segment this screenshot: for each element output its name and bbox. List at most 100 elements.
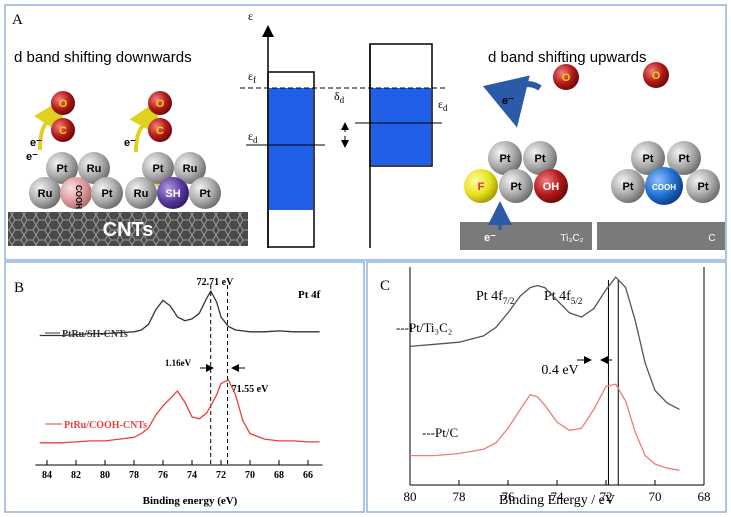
atom xyxy=(488,141,522,175)
legend-label: ---Pt/C xyxy=(422,425,458,440)
x-tick-label: 84 xyxy=(42,470,52,481)
panel-c: C Binding Energy / eV Pt 4f7/2 Pt 4f5/2 … xyxy=(380,267,711,508)
electron-label: e⁻ xyxy=(484,232,496,244)
ti3c2-substrate xyxy=(460,222,592,250)
energy-label: εd xyxy=(438,97,448,113)
energy-label-sub: d xyxy=(340,95,345,105)
substrate-label: CNTs xyxy=(103,219,154,241)
atom-label: SH xyxy=(165,188,180,200)
atom xyxy=(46,152,78,184)
atom-label: Pt xyxy=(153,163,164,175)
energy-label: εd xyxy=(248,129,258,145)
atom-label: O xyxy=(59,98,68,110)
band-fill xyxy=(371,88,431,165)
atom-label: Ru xyxy=(38,188,53,200)
x-tick-label: 80 xyxy=(404,489,417,504)
x-tick-label: 68 xyxy=(698,489,711,504)
energy-label-sub: d xyxy=(253,135,258,145)
atom-label: O xyxy=(652,70,661,82)
atom xyxy=(464,169,498,203)
atom-label: Ru xyxy=(134,188,149,200)
energy-label: ε xyxy=(248,9,253,23)
legend-label: PtRu/COOH-CNTs xyxy=(64,420,147,431)
peak-label-sub: 7/2 xyxy=(503,296,515,306)
energy-label-base: ε xyxy=(248,129,253,143)
atom xyxy=(78,152,110,184)
electron-label: e⁻ xyxy=(30,137,42,149)
panel-label: A xyxy=(12,12,23,28)
x-tick-label: 80 xyxy=(100,470,110,481)
energy-label-base: ε xyxy=(248,69,253,83)
atom xyxy=(631,141,665,175)
right-title: d band shifting upwards xyxy=(488,49,646,66)
atom xyxy=(534,169,568,203)
panel-label: C xyxy=(380,278,390,294)
x-tick-label: 72 xyxy=(600,489,613,504)
x-axis-label: Binding energy (eV) xyxy=(143,495,238,507)
annotation: 0.4 eV xyxy=(541,363,578,378)
cnt-substrate xyxy=(8,212,248,246)
annotation: 1.16eV xyxy=(165,358,192,368)
atom-label: Pt xyxy=(643,153,654,165)
band-outline xyxy=(267,71,315,248)
energy-label-base: ε xyxy=(438,97,443,111)
atom xyxy=(189,177,221,209)
electron-arrow xyxy=(482,75,542,128)
energy-label-sub: f xyxy=(253,75,256,85)
atom xyxy=(611,169,645,203)
atom-label: Pt xyxy=(200,188,211,200)
panel-b: B Pt 4f Binding energy (eV) 72.71 eV 1.1… xyxy=(14,277,323,507)
x-tick-label: 82 xyxy=(71,470,81,481)
atom-label: OH xyxy=(543,181,560,193)
left-title: d band shifting downwards xyxy=(14,49,192,66)
atom-label: Pt xyxy=(698,181,709,193)
x-tick-label: 66 xyxy=(303,470,313,481)
series-line xyxy=(39,289,320,337)
x-tick-label: 68 xyxy=(274,470,284,481)
x-tick-label: 76 xyxy=(158,470,168,481)
electron-label: e⁻ xyxy=(502,95,514,107)
chart-title: Pt 4f xyxy=(298,289,321,301)
atom xyxy=(645,167,683,205)
atom xyxy=(157,177,189,209)
atom xyxy=(29,177,61,209)
atom xyxy=(667,141,701,175)
x-tick-label: 76 xyxy=(502,489,516,504)
panel-c-frame xyxy=(366,261,727,513)
atom xyxy=(643,62,669,88)
atom xyxy=(51,91,75,115)
atom xyxy=(125,177,157,209)
energy-label-sub: d xyxy=(443,103,448,113)
atom-label: COOH xyxy=(652,183,676,192)
peak-label-base: Pt 4f xyxy=(544,289,571,304)
atom-label: Pt xyxy=(535,153,546,165)
atom-label: Pt xyxy=(57,163,68,175)
atom-label: F xyxy=(478,181,485,193)
atom-label: C xyxy=(156,125,164,137)
atom xyxy=(174,152,206,184)
annotation: 71.55 eV xyxy=(232,384,269,395)
atom-label: O xyxy=(156,98,165,110)
atom-label: Pt xyxy=(500,153,511,165)
atom xyxy=(91,177,123,209)
atom xyxy=(51,118,75,142)
atom xyxy=(553,64,579,90)
atom xyxy=(148,118,172,142)
atom xyxy=(523,141,557,175)
electron-label: e⁻ xyxy=(26,151,38,163)
energy-label: εf xyxy=(248,69,256,85)
substrate-label: Ti₃C₂ xyxy=(560,233,583,244)
x-tick-label: 70 xyxy=(649,489,662,504)
legend-label: ---Pt/Ti₃C₂ xyxy=(396,320,452,335)
peak-label: Pt 4f7/2 xyxy=(476,289,514,306)
x-tick-label: 70 xyxy=(245,470,255,481)
x-tick-label: 74 xyxy=(187,470,197,481)
band-fill xyxy=(269,88,313,210)
band-outline xyxy=(369,43,433,167)
x-axis-label: Binding Energy / eV xyxy=(499,493,615,508)
series-line xyxy=(410,383,680,471)
x-tick-label: 78 xyxy=(453,489,466,504)
energy-label: δd xyxy=(334,89,345,105)
x-tick-label: 78 xyxy=(129,470,139,481)
